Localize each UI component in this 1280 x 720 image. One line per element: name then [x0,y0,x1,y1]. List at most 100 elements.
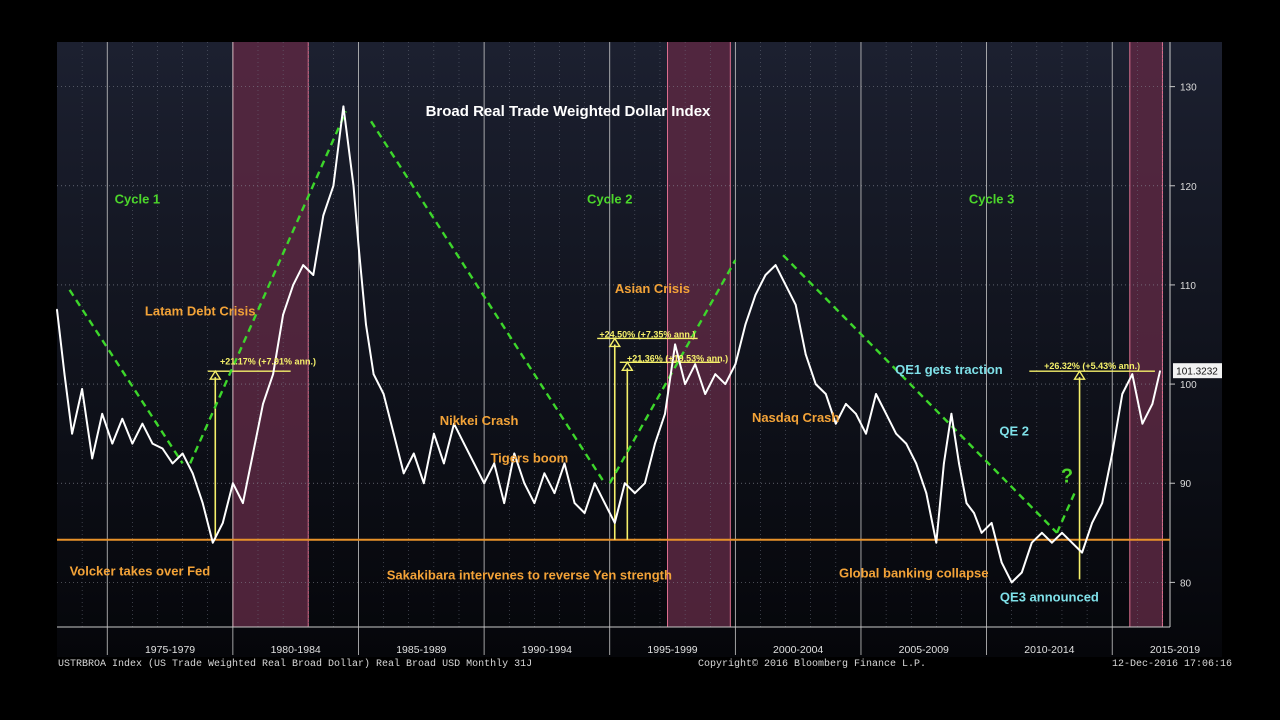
x-period-label: 1990-1994 [522,644,572,656]
series-point [422,482,425,485]
series-point [503,502,506,504]
series-point [633,492,636,495]
series-point [563,462,566,465]
series-point [855,412,857,415]
series-point [211,541,214,544]
recession-band [667,42,731,627]
series-point [694,363,697,366]
series-point [613,521,616,524]
series-point [654,442,656,445]
series-point [942,462,945,465]
annotation-label: Global banking collapse [839,565,989,580]
y-tick-label: 120 [1180,182,1197,193]
series-point [121,417,124,420]
series-point [744,323,747,326]
series-point [1151,403,1154,405]
series-point [1111,452,1114,455]
series-point [1081,551,1083,554]
annotation-label: Volcker takes over Fed [70,563,211,578]
footer-ticker: USTRBROA Index (US Trade Weighted Real B… [58,659,533,670]
series-point [453,422,455,425]
y-tick-label: 110 [1180,281,1196,292]
annotation-label: +21.17% (+7.91% ann.) [220,356,316,366]
series-point [935,541,938,544]
y-tick-label: 80 [1180,578,1192,589]
series-point [392,432,395,435]
series-point [533,502,536,504]
series-point [1071,541,1073,544]
series-point [483,482,486,485]
series-point [553,492,556,495]
last-value-label: 101.3232 [1176,367,1218,378]
series-point [623,482,626,485]
gain-marker-arrow [608,337,622,348]
series-point [111,442,114,445]
series-point [372,373,375,376]
recession-band [1129,42,1163,627]
series-point [201,502,204,504]
series-point [131,442,134,445]
series-line [56,105,1161,584]
series-point [958,462,960,465]
series-point [56,308,58,311]
annotation-label: QE1 gets traction [895,362,1003,377]
series-point [774,264,777,266]
gain-marker-arrow [621,360,634,371]
chart-title: Broad Real Trade Weighted Dollar Index [426,103,711,120]
series-point [1141,422,1144,425]
series-point [1061,531,1063,534]
series-point [704,393,707,395]
series-point [1131,373,1134,376]
series-point [523,482,526,485]
gain-marker-arrow [209,369,222,380]
series-point [834,422,837,425]
series-point [583,512,586,514]
series-point [1051,541,1053,544]
series-point [81,388,84,390]
series-point [332,184,335,187]
series-point [1121,393,1124,395]
annotation-label: Cycle 3 [969,192,1015,207]
series-point [824,393,827,395]
trend-line [782,254,1058,534]
series-point [252,452,254,455]
series-point [1159,370,1161,373]
series-point [664,412,666,415]
trend-line [1055,492,1076,534]
series-point [141,422,144,425]
series-point [63,373,66,376]
series-point [181,452,184,455]
series-point [352,184,355,187]
series-point [402,472,405,475]
series-point [161,447,164,450]
x-period-label: 1975-1979 [145,644,195,656]
series-point [714,373,717,376]
series-point [804,353,807,356]
series-point [794,303,797,306]
series-point [1091,521,1094,524]
series-point [191,472,194,475]
series-point [734,363,737,366]
series-point [292,284,295,286]
series-point [365,323,367,326]
series-point [272,373,274,376]
x-period-label: 2015-2019 [1150,644,1200,656]
recession-band [232,42,309,627]
series-point [463,442,465,445]
series-point [302,264,305,266]
series-point [644,482,646,485]
series-point [221,521,224,524]
annotation-label: Cycle 2 [587,192,633,207]
annotation-label: Cycle 1 [115,192,161,207]
footer-copyright: Copyright© 2016 Bloomberg Finance L.P. [698,659,927,670]
series-point [885,412,887,415]
series-point [242,502,244,504]
series-point [1010,581,1013,584]
series-point [844,403,847,405]
series-point [814,383,817,385]
series-point [965,502,968,504]
series-point [980,531,983,534]
annotation-label: Latam Debt Crisis [145,304,256,319]
series-point [322,214,325,217]
series-point [1000,561,1003,564]
